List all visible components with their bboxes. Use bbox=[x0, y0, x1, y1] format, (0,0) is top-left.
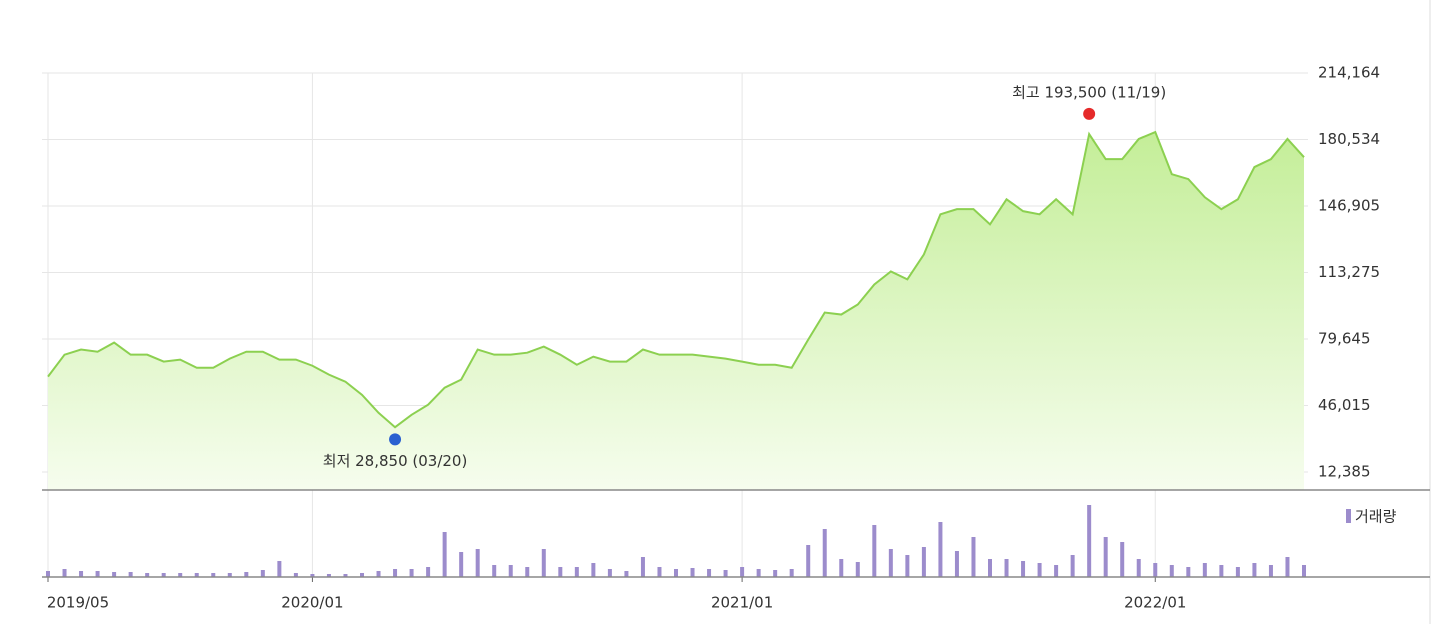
y-tick-label: 79,645 bbox=[1318, 329, 1371, 347]
volume-bar bbox=[1087, 505, 1092, 577]
volume-bar bbox=[657, 567, 662, 577]
volume-bar bbox=[128, 572, 133, 577]
volume-bar bbox=[921, 547, 926, 577]
price-line bbox=[47, 130, 1305, 429]
volume-bar bbox=[492, 565, 497, 577]
volume-bar bbox=[954, 551, 959, 577]
area bbox=[48, 132, 1304, 491]
volume-bar bbox=[145, 573, 150, 577]
volume-bar bbox=[1054, 565, 1059, 577]
volume-bar bbox=[1235, 567, 1240, 577]
volume-bar bbox=[1070, 555, 1075, 577]
y-tick-label: 180,534 bbox=[1318, 130, 1380, 148]
volume-bar bbox=[426, 567, 431, 577]
volume-bar bbox=[1136, 559, 1141, 577]
volume-bar bbox=[112, 572, 117, 577]
volume-bar bbox=[624, 571, 629, 577]
annotation-dot bbox=[1083, 107, 1096, 120]
volume-bar bbox=[293, 573, 298, 577]
volume-bar bbox=[888, 549, 893, 577]
volume-bar bbox=[1285, 557, 1290, 577]
volume-bar bbox=[558, 567, 563, 577]
volume-bar bbox=[905, 555, 910, 577]
y-tick-label: 12,385 bbox=[1318, 462, 1371, 480]
volume-bar bbox=[839, 559, 844, 577]
volume-bar bbox=[1004, 559, 1009, 577]
volume-bar bbox=[690, 568, 695, 577]
x-tick-label: 2021/01 bbox=[711, 594, 773, 612]
volume-bar bbox=[971, 537, 976, 577]
volume-bar bbox=[607, 569, 612, 577]
volume-bar bbox=[227, 573, 232, 577]
volume-bar bbox=[393, 569, 398, 577]
volume-bar bbox=[79, 571, 84, 577]
legend-swatch bbox=[1346, 509, 1351, 523]
volume-bar bbox=[1186, 567, 1191, 577]
volume-bar bbox=[277, 561, 282, 577]
volume-bar bbox=[806, 545, 811, 577]
y-tick-label: 46,015 bbox=[1318, 396, 1371, 414]
volume-bar bbox=[789, 569, 794, 577]
volume-bar bbox=[707, 569, 712, 577]
volume-bar bbox=[459, 552, 464, 577]
x-tick-label: 2019/05 bbox=[47, 594, 109, 612]
volume-bar bbox=[988, 559, 992, 577]
y-tick-label: 113,275 bbox=[1318, 263, 1380, 281]
x-tick-label: 2022/01 bbox=[1124, 594, 1186, 612]
volume-bar bbox=[1169, 565, 1174, 577]
volume-bar bbox=[442, 532, 447, 577]
volume-bar bbox=[756, 569, 761, 577]
volume-bar bbox=[343, 574, 348, 577]
annotation-dot bbox=[389, 433, 402, 446]
volume-bar bbox=[938, 522, 943, 577]
volume-bar bbox=[1120, 542, 1125, 577]
volume-bar bbox=[310, 574, 315, 577]
y-tick-label: 214,164 bbox=[1318, 64, 1380, 82]
volume-bar bbox=[1302, 565, 1306, 577]
volume-bar bbox=[376, 571, 381, 577]
volume-bar bbox=[574, 567, 579, 577]
annotation-label: 최저 28,850 (03/20) bbox=[323, 452, 468, 470]
volume-bar bbox=[194, 573, 199, 577]
volume-bar bbox=[740, 567, 745, 577]
y-tick-label: 146,905 bbox=[1318, 196, 1380, 214]
volume-bar bbox=[1219, 565, 1224, 577]
volume-bar bbox=[360, 573, 364, 577]
volume-bar bbox=[640, 557, 645, 577]
volume-bar bbox=[591, 563, 596, 577]
volume-bar bbox=[409, 569, 414, 577]
volume-bar bbox=[46, 571, 50, 577]
legend-label: 거래량 bbox=[1355, 508, 1397, 526]
volume-bar bbox=[541, 549, 546, 577]
volume-bar bbox=[326, 574, 331, 577]
volume-bar bbox=[1202, 563, 1207, 577]
volume-bar bbox=[1103, 537, 1108, 577]
volume-bar bbox=[1252, 563, 1257, 577]
volume-bar bbox=[872, 525, 877, 577]
volume-bar bbox=[508, 565, 513, 577]
volume-bar bbox=[1153, 563, 1158, 577]
volume-bar bbox=[723, 570, 728, 577]
volume-bar bbox=[1037, 563, 1042, 577]
volume-bar bbox=[161, 573, 166, 577]
annotation-label: 최고 193,500 (11/19) bbox=[1012, 83, 1166, 101]
volume-bar bbox=[674, 569, 678, 577]
volume-bar bbox=[211, 573, 216, 577]
x-tick-label: 2020/01 bbox=[281, 594, 343, 612]
volume-bar bbox=[62, 569, 67, 577]
volume-bar bbox=[1021, 561, 1026, 577]
volume-bar bbox=[855, 562, 860, 577]
volume-bar bbox=[95, 571, 100, 577]
volume-bar bbox=[178, 573, 183, 577]
volume-bar bbox=[773, 570, 778, 577]
volume-bar bbox=[525, 567, 530, 577]
volume-bar bbox=[475, 549, 480, 577]
volume-bar bbox=[1268, 565, 1273, 577]
volume-bar bbox=[822, 529, 827, 577]
volume-bar bbox=[244, 572, 249, 577]
volume-bar bbox=[260, 570, 265, 577]
